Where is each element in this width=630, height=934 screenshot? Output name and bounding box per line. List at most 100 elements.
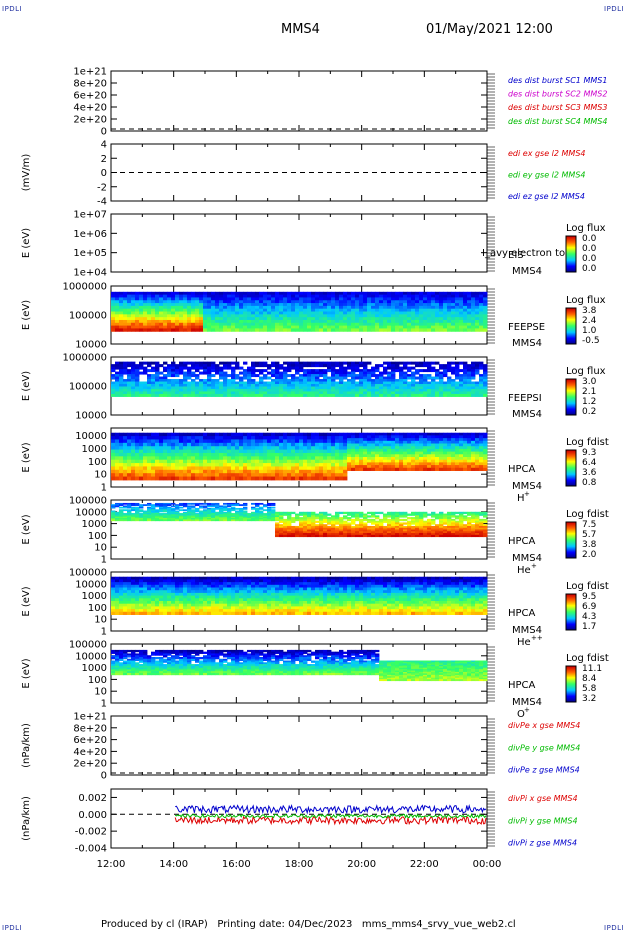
hpca_h-cell bbox=[247, 456, 252, 461]
feepsi-cell bbox=[203, 393, 208, 397]
feepsi-cell bbox=[179, 393, 184, 397]
hpca_he1-cell bbox=[275, 518, 280, 522]
feepsi-cell bbox=[375, 391, 380, 395]
feepsi-cell bbox=[383, 391, 388, 395]
feepse-cell bbox=[155, 319, 160, 324]
feepsi-cell bbox=[295, 361, 300, 365]
hpca_h-colorbar-cell bbox=[566, 452, 576, 454]
hpca_h-cell bbox=[243, 449, 248, 454]
feepsi-cell bbox=[315, 381, 320, 385]
feepse-cell bbox=[175, 300, 180, 304]
hpca_h-cell bbox=[111, 442, 116, 447]
hpca_h-cell bbox=[203, 436, 208, 440]
feepsi-cell bbox=[223, 379, 228, 383]
hpca_he1-cell bbox=[195, 513, 200, 515]
hpca_h-cell bbox=[159, 452, 164, 457]
feepse-cell bbox=[163, 328, 168, 332]
feepse-cell bbox=[347, 325, 352, 329]
feepse-cell bbox=[147, 308, 152, 313]
eis-spacecraft-label: MMS4 bbox=[512, 266, 542, 277]
feepse-cell bbox=[111, 308, 116, 313]
feepse-cell bbox=[207, 300, 212, 304]
feepse-cell bbox=[235, 328, 240, 332]
hpca_he1-cell bbox=[175, 513, 180, 515]
feepsi-cell bbox=[271, 379, 276, 383]
hpca_h-cell bbox=[323, 432, 328, 437]
feepsi-cell bbox=[115, 384, 120, 387]
hpca_h-cell bbox=[255, 466, 260, 471]
feepse-cell bbox=[155, 317, 160, 321]
feepse-cell bbox=[399, 291, 404, 296]
feepsi-cell bbox=[219, 386, 224, 390]
hpca_h-cell bbox=[167, 459, 172, 464]
hpca_h-cell bbox=[467, 459, 472, 463]
hpca_h-cell bbox=[195, 432, 200, 437]
hpca_h-cell bbox=[467, 454, 472, 458]
hpca_he1-cell bbox=[139, 518, 144, 520]
feepse-cell bbox=[159, 300, 164, 304]
feepse-cell bbox=[215, 322, 220, 327]
feepsi-cell bbox=[331, 364, 336, 368]
feepse-cell bbox=[411, 303, 416, 307]
hpca_h-cell bbox=[467, 446, 472, 450]
feepse-cell bbox=[135, 319, 140, 324]
feepsi-cell bbox=[423, 376, 428, 380]
feepse-cell bbox=[139, 328, 144, 332]
feepsi-cell bbox=[115, 393, 120, 397]
hpca_h-cell bbox=[295, 476, 300, 481]
hpca_he1-cell bbox=[223, 518, 228, 520]
eis-colorbar-cell bbox=[566, 237, 576, 239]
hpca_h-cell bbox=[267, 432, 272, 437]
hpca_h-cell bbox=[355, 454, 360, 458]
feepsi-cell bbox=[331, 384, 336, 387]
feepse-cell bbox=[139, 303, 144, 307]
hpca_h-cell bbox=[467, 443, 472, 447]
eis-colorbar-cell bbox=[566, 247, 576, 249]
feepse-colorbar-cell bbox=[566, 328, 576, 330]
feepse-cell bbox=[303, 325, 308, 329]
feepse-cell bbox=[243, 311, 248, 315]
hpca_he1-cell bbox=[203, 515, 208, 518]
hpca_h-cell bbox=[299, 476, 304, 481]
feepse-cell bbox=[279, 308, 284, 313]
feepse-cell bbox=[171, 291, 176, 296]
feepse-cell bbox=[439, 325, 444, 329]
hpca_he1-cell bbox=[283, 513, 288, 516]
hpca_h-cell bbox=[435, 456, 440, 461]
feepsi-cell bbox=[179, 381, 184, 385]
hpca_he1-cell bbox=[279, 518, 284, 522]
hpca_h-cell bbox=[483, 448, 488, 453]
feepse-cell bbox=[151, 291, 156, 296]
hpca_h-colorbar-cell bbox=[566, 458, 576, 460]
feepsi-cell bbox=[151, 366, 156, 370]
feepsi-cell bbox=[111, 393, 116, 397]
feepsi-colorbar-tick: 3.0 bbox=[582, 377, 597, 387]
hpca_h-cell bbox=[443, 451, 448, 455]
feepsi-cell bbox=[447, 393, 452, 397]
feepsi-cell bbox=[195, 361, 200, 365]
feepsi-cell bbox=[175, 393, 180, 397]
hpca_h-cell bbox=[259, 442, 264, 447]
hpca_h-cell bbox=[119, 446, 124, 451]
feepse-cell bbox=[419, 305, 424, 310]
feepsi-cell bbox=[367, 379, 372, 383]
feepsi-cell bbox=[279, 384, 284, 387]
feepsi-cell bbox=[303, 364, 308, 368]
feepse-cell bbox=[359, 300, 364, 304]
feepse-cell bbox=[147, 311, 152, 315]
feepsi-cell bbox=[239, 366, 244, 370]
feepse-cell bbox=[475, 294, 480, 298]
feepsi-cell bbox=[195, 381, 200, 385]
feepsi-cell bbox=[315, 361, 320, 365]
hpca_he1-cell bbox=[311, 524, 316, 527]
feepsi-cell bbox=[351, 374, 356, 378]
hpca_h-cell bbox=[463, 443, 468, 447]
hpca_he1-cell bbox=[215, 505, 220, 508]
hpca_h-cell bbox=[247, 476, 252, 481]
hpca_h-cell bbox=[479, 432, 484, 436]
des_dist-ytick-label: 1e+21 bbox=[73, 67, 107, 78]
hpca_he1-cell bbox=[175, 518, 180, 520]
feepse-cell bbox=[431, 311, 436, 315]
feepse-cell bbox=[427, 314, 432, 318]
hpca_h-cell bbox=[179, 439, 184, 444]
